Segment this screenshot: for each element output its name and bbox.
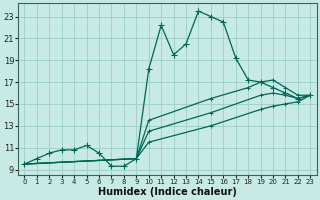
X-axis label: Humidex (Indice chaleur): Humidex (Indice chaleur) [98, 187, 237, 197]
